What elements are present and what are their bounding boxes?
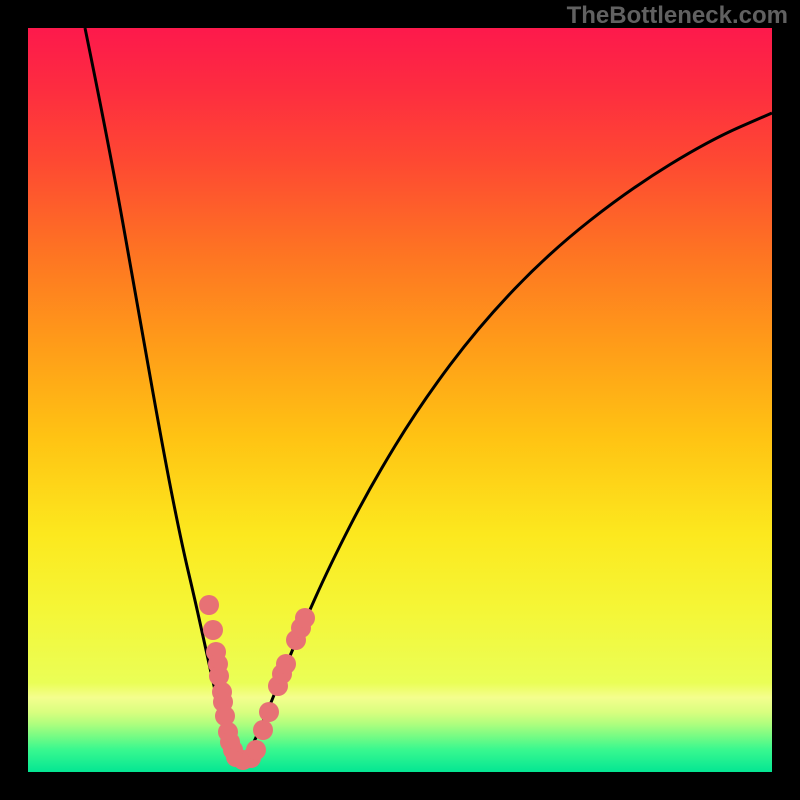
data-marker	[259, 702, 279, 722]
watermark-text: TheBottleneck.com	[567, 2, 788, 30]
data-marker	[295, 608, 315, 628]
data-marker	[253, 720, 273, 740]
chart-container: TheBottleneck.com	[0, 0, 800, 800]
data-marker	[246, 740, 266, 760]
data-marker	[199, 595, 219, 615]
chart-svg	[0, 0, 800, 800]
data-marker	[203, 620, 223, 640]
data-marker	[276, 654, 296, 674]
gradient-background	[28, 28, 772, 772]
